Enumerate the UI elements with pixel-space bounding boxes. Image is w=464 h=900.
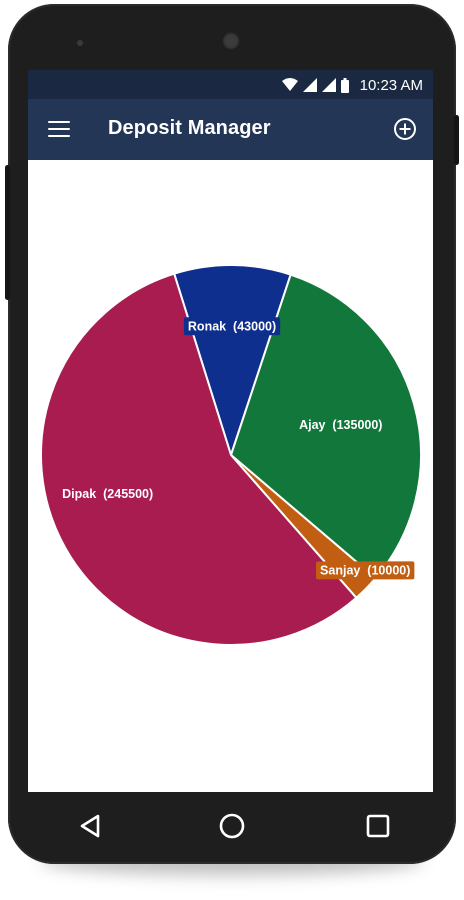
pie-label-background [183,317,281,336]
pie-label-ronak: Ronak (43000) [183,317,281,336]
menu-icon[interactable] [48,121,70,139]
pie-label-background [58,485,158,504]
status-icons: 10:23 AM [281,75,423,95]
pie-label-text: Ronak (43000) [188,319,276,333]
back-icon[interactable] [72,808,108,844]
proximity-sensor [77,40,83,46]
pie-label-background [295,415,387,434]
pie-label-sanjay: Sanjay (10000) [316,561,415,580]
app-bar: Deposit Manager [28,99,433,160]
pie-chart: Ronak (43000) Ajay (135000) Sanjay (10000)… [28,160,433,792]
status-bar: 10:23 AM [28,70,433,99]
pie-chart-svg: Ronak (43000) Ajay (135000) Sanjay (10000)… [40,264,422,646]
volume-button [5,165,10,300]
cell-signal-icon [321,78,336,92]
recents-icon[interactable] [360,808,396,844]
navigation-bar [28,792,433,862]
pie-slice-ronak[interactable] [172,264,292,459]
battery-icon [340,77,349,93]
front-camera [222,32,240,50]
power-button [454,115,459,165]
pie-label-dipak: Dipak (245500) [58,485,158,504]
add-circle-icon[interactable] [393,117,417,141]
pie-label-ajay: Ajay (135000) [295,415,387,434]
pie-label-text: Ajay (135000) [299,418,382,432]
pie-label-text: Sanjay (10000) [320,563,410,577]
cell-signal-icon [302,78,317,92]
pie-label-text: Dipak (245500) [62,487,153,501]
app-title: Deposit Manager [108,117,271,139]
home-icon[interactable] [214,808,250,844]
pie-slice-dipak[interactable] [40,272,358,646]
wifi-icon [281,78,298,91]
status-time: 10:23 AM [359,76,423,94]
pie-label-background [316,561,415,580]
app-screen: 10:23 AM Deposit Manager Ronak (43000) Aj… [28,70,433,792]
